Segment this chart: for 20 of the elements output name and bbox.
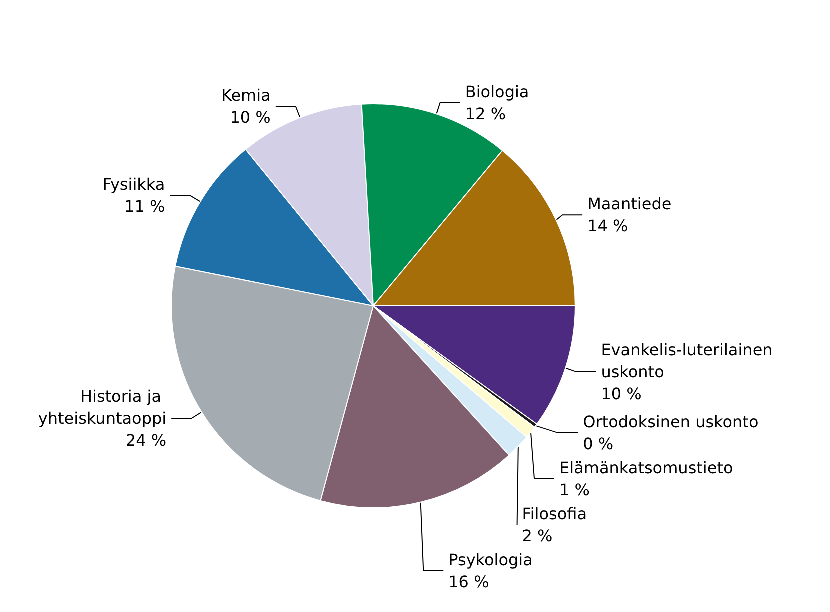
slice-label: Elämänkatsomustieto bbox=[560, 458, 734, 478]
data-label: 16 % bbox=[448, 572, 490, 592]
data-label: 10 % bbox=[601, 384, 642, 404]
data-label: 10 % bbox=[230, 108, 271, 128]
slice-label: Historia ja yhteiskuntaoppi bbox=[38, 387, 167, 428]
data-label: 24 % bbox=[126, 431, 167, 450]
slice-label: Filosofia bbox=[522, 504, 588, 524]
slice-label: Psykologia bbox=[448, 550, 533, 570]
slice-label: Fysiikka bbox=[102, 175, 166, 194]
slice-label: Maantiede bbox=[588, 194, 672, 214]
data-label: 0 % bbox=[583, 434, 614, 454]
slice-label: Kemia bbox=[222, 86, 271, 106]
data-label: 11 % bbox=[124, 197, 166, 216]
data-label: 2 % bbox=[522, 526, 553, 546]
slice-label: Evankelis-luterilainen uskonto bbox=[601, 340, 778, 382]
data-label: 1 % bbox=[560, 480, 590, 500]
slice-label: Ortodoksinen uskonto bbox=[583, 412, 759, 432]
data-label: 12 % bbox=[465, 104, 506, 124]
slice-label: Biologia bbox=[465, 82, 530, 102]
data-label: 14 % bbox=[588, 216, 628, 236]
